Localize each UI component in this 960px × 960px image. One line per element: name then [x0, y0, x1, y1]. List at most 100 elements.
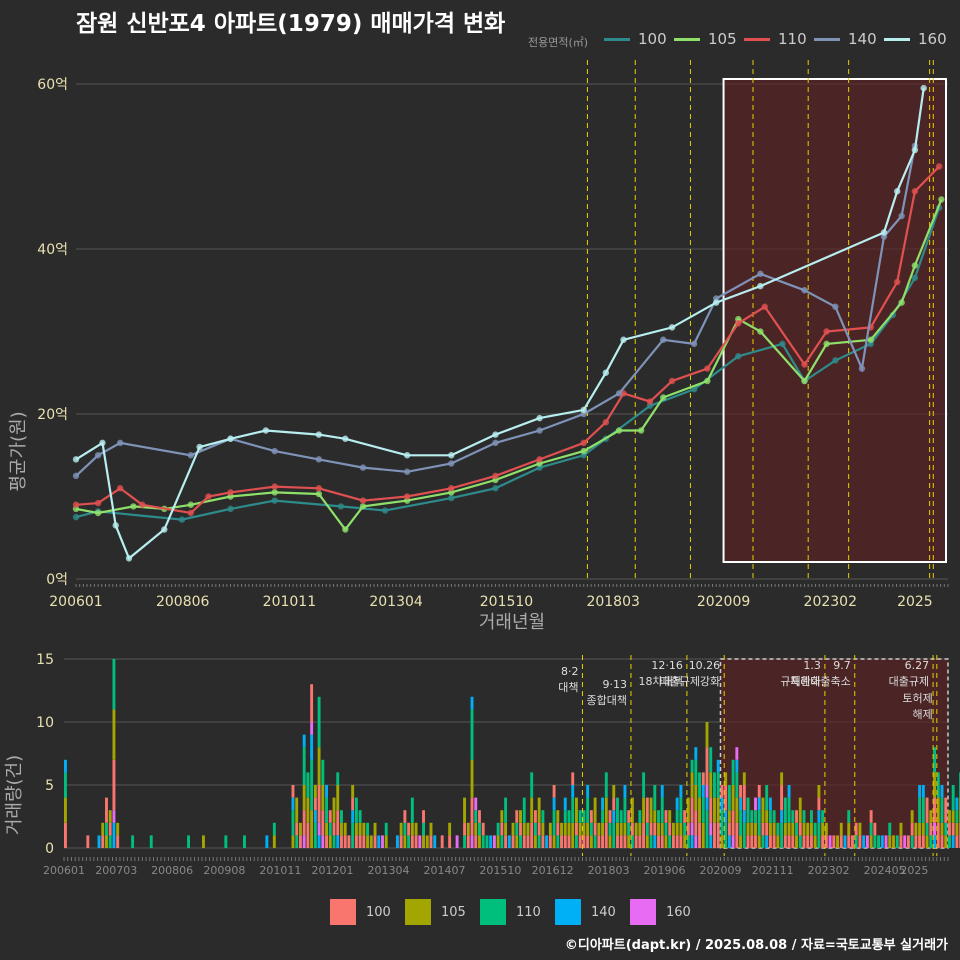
- volume-bar-segment: [754, 810, 757, 823]
- volume-bar-segment: [936, 822, 940, 848]
- volume-bar-segment: [642, 797, 646, 823]
- volume-bar-segment: [731, 810, 735, 836]
- volume-bar-segment: [328, 810, 332, 823]
- data-point-140: [898, 212, 905, 220]
- volume-bar-segment: [638, 835, 642, 848]
- volume-bar-segment: [727, 822, 731, 836]
- volume-bar-segment: [358, 835, 362, 848]
- volume-bar-segment: [750, 822, 754, 836]
- volume-bar-segment: [552, 797, 556, 811]
- bar-x-tick-label: 202111: [752, 864, 794, 877]
- volume-bar-segment: [545, 835, 549, 848]
- volume-bar-segment: [500, 822, 504, 836]
- volume-bar-segment: [381, 835, 384, 848]
- volume-bar-segment: [645, 797, 649, 823]
- data-point-160: [492, 431, 499, 438]
- data-point-100: [381, 507, 389, 514]
- volume-bar-segment: [343, 835, 347, 848]
- volume-bar-segment: [787, 822, 791, 836]
- volume-bar-segment: [772, 835, 776, 848]
- volume-bar-segment: [272, 835, 276, 848]
- volume-bar-segment: [809, 822, 813, 836]
- volume-bar-segment: [481, 822, 485, 836]
- volume-bar-segment: [899, 822, 903, 836]
- volume-bar-segment: [112, 759, 116, 811]
- volume-bar-segment: [754, 835, 757, 848]
- volume-bar-segment: [761, 797, 765, 823]
- volume-bar-segment: [929, 835, 933, 848]
- volume-bar-segment: [940, 822, 944, 836]
- volume-bar-segment: [131, 835, 135, 848]
- data-point-160: [315, 431, 323, 438]
- volume-bar-segment: [575, 835, 578, 848]
- volume-bar-segment: [892, 835, 895, 848]
- data-point-140: [832, 303, 839, 310]
- volume-bar-segment: [802, 810, 806, 823]
- volume-bar-segment: [921, 822, 925, 836]
- volume-bar-segment: [918, 822, 922, 836]
- volume-bar-segment: [701, 797, 705, 823]
- data-point-140: [359, 464, 367, 471]
- data-point-110: [187, 509, 194, 517]
- volume-bar-segment: [951, 810, 955, 823]
- legend-swatch: [330, 899, 356, 925]
- data-point-160: [342, 435, 349, 442]
- volume-bar-segment: [366, 835, 370, 848]
- bar-x-tick-label: 201803: [588, 864, 630, 877]
- volume-bar-segment: [634, 822, 638, 836]
- volume-bar-segment: [806, 835, 810, 848]
- volume-bar-segment: [724, 822, 728, 848]
- volume-bar-segment: [858, 835, 862, 848]
- chart-title: 잠원 신반포4 아파트(1979) 매매가격 변화: [76, 11, 506, 37]
- volume-bar-segment: [709, 747, 713, 773]
- volume-bar-segment: [705, 747, 709, 785]
- volume-bar-segment: [578, 835, 582, 848]
- volume-bar-segment: [698, 772, 701, 798]
- volume-bar-segment: [873, 835, 877, 848]
- volume-bar-segment: [694, 785, 698, 811]
- data-point-140: [690, 340, 698, 348]
- data-point-100: [72, 513, 80, 521]
- volume-bar-segment: [485, 835, 489, 848]
- volume-bar-segment: [686, 797, 690, 823]
- volume-bar-segment: [780, 785, 784, 811]
- volume-bar-segment: [317, 785, 321, 823]
- volume-bar-segment: [522, 797, 526, 823]
- volume-bar-segment: [560, 822, 563, 836]
- volume-bar-segment: [690, 759, 694, 773]
- volume-bar-segment: [340, 822, 343, 836]
- volume-bar-segment: [739, 810, 743, 836]
- volume-bar-segment: [336, 785, 340, 811]
- volume-bar-segment: [783, 822, 787, 836]
- bar-x-tick-label: 201407: [423, 864, 465, 877]
- volume-bar-segment: [272, 822, 276, 836]
- data-point-100: [492, 485, 499, 492]
- volume-bar-segment: [817, 810, 821, 823]
- volume-bar-segment: [765, 835, 769, 848]
- volume-bar-segment: [765, 785, 769, 811]
- volume-bar-segment: [716, 797, 720, 823]
- volume-bar-segment: [470, 696, 474, 710]
- volume-bar-segment: [918, 797, 922, 823]
- x-tick-label: 201510: [480, 594, 533, 610]
- volume-bar-segment: [895, 835, 899, 848]
- volume-bar-segment: [675, 835, 679, 848]
- volume-bar-segment: [310, 684, 314, 722]
- volume-bar-segment: [336, 772, 340, 785]
- volume-bar-segment: [742, 772, 746, 785]
- volume-bar-segment: [519, 835, 522, 848]
- data-point-105: [938, 196, 945, 203]
- volume-bar-segment: [496, 822, 500, 836]
- bar-x-tick-label: 200601: [43, 864, 85, 877]
- data-point-110: [536, 456, 543, 463]
- policy-label-sub: 해제: [913, 707, 933, 721]
- volume-bar-segment: [713, 772, 716, 798]
- volume-bar-segment: [735, 772, 739, 798]
- volume-bar-segment: [530, 822, 534, 848]
- volume-bar-segment: [936, 797, 940, 823]
- data-point-160: [757, 282, 764, 290]
- volume-bar-segment: [798, 835, 802, 848]
- volume-bar-segment: [321, 785, 325, 811]
- policy-label-sub: 대출규제강화: [659, 675, 720, 688]
- volume-bar-segment: [295, 835, 299, 848]
